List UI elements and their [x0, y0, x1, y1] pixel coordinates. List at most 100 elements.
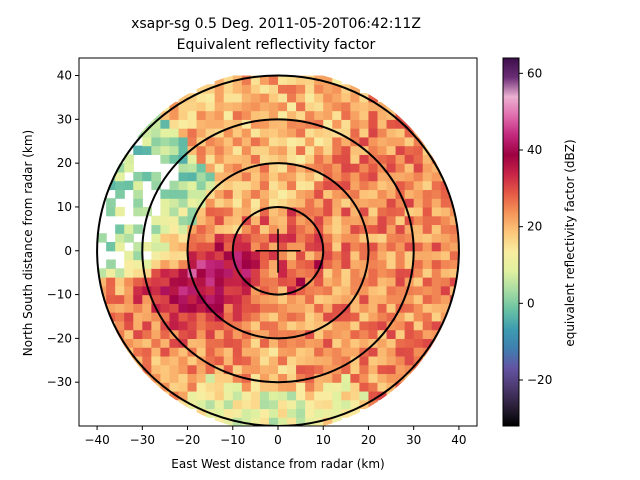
- reflectivity-cell: [214, 355, 225, 366]
- reflectivity-cell: [386, 373, 397, 383]
- reflectivity-cell: [205, 233, 216, 243]
- reflectivity-cell: [314, 294, 324, 304]
- reflectivity-cell: [368, 145, 379, 155]
- reflectivity-cell: [223, 312, 234, 322]
- reflectivity-cell: [259, 101, 270, 112]
- reflectivity-cell: [205, 189, 216, 199]
- reflectivity-cell: [223, 250, 234, 261]
- colorbar-tick-label: 0: [527, 296, 535, 310]
- reflectivity-cell: [214, 242, 225, 252]
- reflectivity-cell: [422, 145, 433, 155]
- reflectivity-cell: [368, 189, 379, 199]
- reflectivity-cell: [377, 312, 388, 322]
- reflectivity-cell: [178, 364, 189, 375]
- reflectivity-cell: [359, 259, 370, 269]
- reflectivity-cell: [160, 259, 171, 269]
- reflectivity-cell: [386, 285, 397, 296]
- reflectivity-cell: [377, 320, 388, 331]
- reflectivity-cell: [368, 250, 379, 261]
- reflectivity-cell: [359, 224, 370, 234]
- reflectivity-cell: [350, 84, 361, 94]
- reflectivity-cell: [268, 242, 279, 252]
- reflectivity-cell: [169, 189, 180, 199]
- reflectivity-cell: [214, 250, 225, 261]
- reflectivity-cell: [377, 171, 388, 182]
- reflectivity-cell: [232, 285, 243, 296]
- reflectivity-cell: [323, 145, 333, 155]
- reflectivity-cell: [332, 408, 342, 418]
- reflectivity-cell: [241, 136, 252, 147]
- reflectivity-cell: [440, 233, 451, 243]
- reflectivity-cell: [386, 136, 397, 147]
- reflectivity-cell: [404, 250, 415, 261]
- reflectivity-cell: [341, 277, 351, 287]
- reflectivity-cell: [259, 180, 270, 191]
- reflectivity-cell: [223, 320, 234, 331]
- reflectivity-cell: [232, 373, 243, 383]
- reflectivity-cell: [223, 382, 234, 392]
- reflectivity-cell: [223, 277, 234, 287]
- reflectivity-cell: [404, 189, 415, 199]
- reflectivity-cell: [305, 338, 315, 348]
- reflectivity-cell: [106, 198, 116, 208]
- reflectivity-cell: [422, 285, 433, 296]
- reflectivity-cell: [241, 198, 252, 208]
- reflectivity-cell: [305, 312, 315, 322]
- reflectivity-cell: [142, 259, 152, 269]
- reflectivity-cell: [223, 198, 234, 208]
- reflectivity-cell: [187, 110, 198, 120]
- reflectivity-cell: [250, 277, 261, 287]
- reflectivity-cell: [133, 242, 143, 252]
- reflectivity-cell: [296, 408, 306, 418]
- range-ring: [96, 74, 460, 426]
- reflectivity-cell: [431, 277, 442, 287]
- reflectivity-cell: [133, 347, 143, 357]
- reflectivity-cell: [205, 128, 216, 138]
- reflectivity-cell: [259, 285, 270, 296]
- reflectivity-cell: [359, 163, 370, 173]
- reflectivity-cell: [422, 189, 433, 199]
- reflectivity-cell: [278, 233, 288, 243]
- reflectivity-cell: [205, 364, 216, 375]
- reflectivity-cell: [259, 347, 270, 357]
- reflectivity-cell: [296, 154, 306, 164]
- reflectivity-cell: [214, 224, 225, 234]
- reflectivity-cell: [133, 145, 143, 155]
- reflectivity-cell: [350, 303, 361, 313]
- reflectivity-cell: [259, 136, 270, 147]
- reflectivity-cell: [341, 250, 351, 261]
- reflectivity-cell: [323, 347, 333, 357]
- reflectivity-cell: [296, 277, 306, 287]
- reflectivity-cell: [241, 101, 252, 112]
- reflectivity-cell: [259, 408, 270, 418]
- reflectivity-cell: [350, 128, 361, 138]
- reflectivity-cell: [160, 128, 171, 138]
- reflectivity-cell: [259, 338, 270, 348]
- reflectivity-cell: [350, 233, 361, 243]
- reflectivity-cell: [314, 136, 324, 147]
- reflectivity-cell: [151, 215, 162, 226]
- reflectivity-cell: [160, 338, 171, 348]
- reflectivity-cell: [178, 250, 189, 261]
- reflectivity-cell: [359, 110, 370, 120]
- reflectivity-cell: [268, 93, 279, 103]
- reflectivity-cell: [278, 180, 288, 191]
- reflectivity-cell: [259, 189, 270, 199]
- reflectivity-cell: [187, 285, 198, 296]
- reflectivity-cell: [160, 268, 171, 278]
- reflectivity-cell: [160, 119, 171, 129]
- reflectivity-cell: [223, 294, 234, 304]
- reflectivity-cell: [314, 101, 324, 112]
- reflectivity-cell: [386, 390, 397, 401]
- reflectivity-cell: [350, 224, 361, 234]
- reflectivity-cell: [287, 154, 297, 164]
- reflectivity-cell: [196, 206, 207, 217]
- reflectivity-cell: [268, 163, 279, 173]
- reflectivity-cell: [359, 373, 370, 383]
- reflectivity-cell: [133, 320, 143, 331]
- reflectivity-cell: [278, 329, 288, 339]
- reflectivity-cell: [241, 145, 252, 155]
- reflectivity-cell: [214, 390, 225, 401]
- reflectivity-cell: [368, 303, 379, 313]
- reflectivity-cell: [296, 259, 306, 269]
